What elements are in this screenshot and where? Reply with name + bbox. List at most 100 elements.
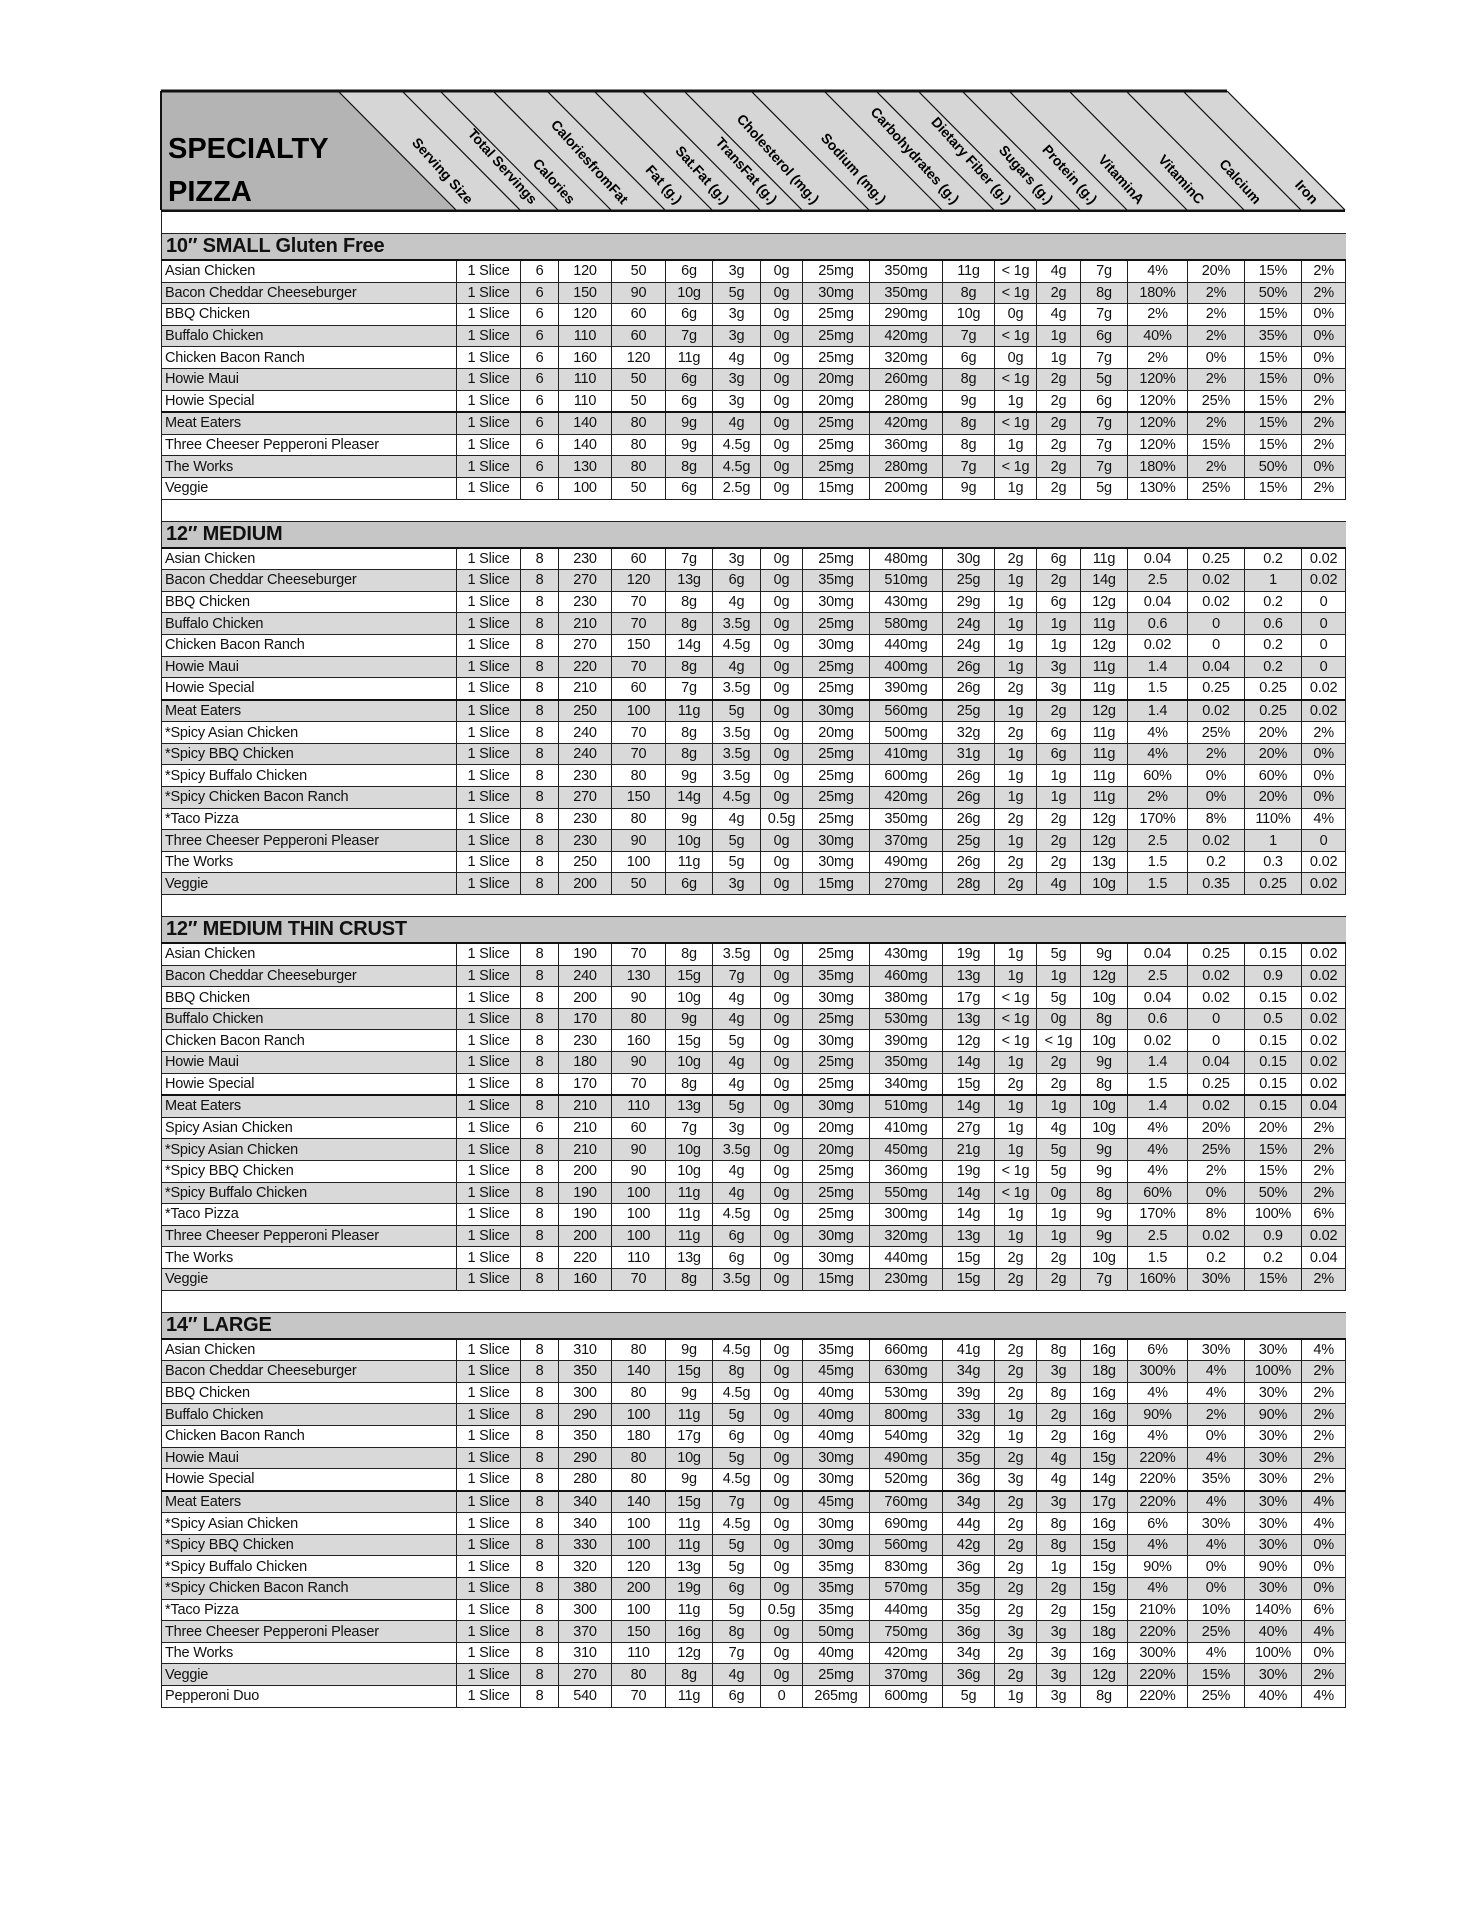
nutrition-cell: 4g [1036, 303, 1081, 326]
nutrition-cell: 0% [1187, 1555, 1245, 1579]
nutrition-cell: 40% [1127, 324, 1188, 348]
nutrition-cell: 5g [712, 1446, 761, 1470]
table-row: Three Cheeser Pepperoni Pleaser 1 Slice 8 2… [161, 1224, 1347, 1248]
nutrition-cell: 4% [1127, 1577, 1188, 1600]
nutrition-cell: 60% [1127, 764, 1188, 788]
table-row: *Taco Pizza 1 Slice 8 190 100 11g 4.5g 0g 25mg 30… [161, 1203, 1347, 1226]
nutrition-cell: 0g [760, 367, 803, 391]
nutrition-cell: 290 [558, 1446, 612, 1470]
nutrition-cell: 8 [520, 1641, 559, 1665]
nutrition-cell: 3g [712, 872, 761, 896]
nutrition-cell: 170% [1127, 1203, 1188, 1226]
nutrition-cell: 2% [1187, 324, 1245, 348]
pizza-name: *Spicy Chicken Bacon Ranch [161, 1577, 457, 1600]
nutrition-cell: 36g [942, 1620, 995, 1643]
nutrition-cell: 0.02 [1187, 1094, 1245, 1118]
table-row: Asian Chicken 1 Slice 8 230 60 7g 3g 0g 25mg 480m… [161, 547, 1347, 571]
nutrition-cell: 2g [1036, 433, 1081, 457]
nutrition-cell: 140 [611, 1360, 666, 1383]
nutrition-cell: 310 [558, 1338, 612, 1362]
nutrition-cell: 15g [665, 964, 713, 988]
nutrition-cell: 0g [1036, 1181, 1081, 1205]
nutrition-cell: 26g [942, 764, 995, 788]
nutrition-cell: 1g [1036, 764, 1081, 788]
nutrition-cell: 8g [665, 721, 713, 744]
nutrition-cell: 350mg [869, 1051, 943, 1074]
nutrition-cell: 25mg [802, 411, 870, 435]
nutrition-cell: 6g [712, 1685, 761, 1708]
nutrition-cell: 15mg [802, 1267, 870, 1291]
nutrition-cell: 390mg [869, 1029, 943, 1052]
table-row: *Taco Pizza 1 Slice 8 300 100 11g 5g 0.5g 35mg 44… [161, 1598, 1347, 1622]
nutrition-cell: 0g [760, 633, 803, 657]
nutrition-cell: 60 [611, 547, 666, 571]
nutrition-cell: 340 [558, 1490, 612, 1514]
nutrition-cell: 270mg [869, 872, 943, 896]
nutrition-cell: 3g [712, 259, 761, 283]
nutrition-cell: 7g [1080, 346, 1128, 369]
nutrition-cell: 15% [1244, 346, 1302, 369]
nutrition-cell: 8 [520, 1181, 559, 1205]
nutrition-cell: 30mg [802, 1468, 870, 1492]
nutrition-cell: 20mg [802, 389, 870, 414]
nutrition-cell: 12g [1080, 807, 1128, 831]
nutrition-cell: 70 [611, 721, 666, 744]
nutrition-cell: 300 [558, 1381, 612, 1405]
nutrition-cell: 1 Slice [456, 742, 521, 766]
nutrition-cell: 0g [760, 1029, 803, 1052]
nutrition-cell: 7g [1080, 455, 1128, 478]
nutrition-cell: 760mg [869, 1490, 943, 1514]
pizza-name: Chicken Bacon Ranch [161, 346, 457, 369]
nutrition-cell: 580mg [869, 612, 943, 635]
nutrition-cell: 14g [1080, 569, 1128, 592]
nutrition-cell: 28g [942, 872, 995, 896]
nutrition-cell: 0.04 [1187, 1051, 1245, 1074]
nutrition-cell: 0.15 [1244, 1051, 1302, 1074]
nutrition-cell: 440mg [869, 633, 943, 657]
nutrition-cell: 1g [1036, 346, 1081, 369]
nutrition-cell: 8 [520, 590, 559, 614]
nutrition-cell: 10g [665, 281, 713, 305]
nutrition-cell: 4% [1300, 1620, 1347, 1643]
nutrition-cell: 90 [611, 1138, 666, 1161]
table-row: *Spicy BBQ Chicken 1 Slice 8 330 100 11g 5g 0g 3… [161, 1533, 1347, 1557]
nutrition-cell: 9g [665, 411, 713, 435]
nutrition-cell: 4g [712, 986, 761, 1009]
table-row: The Works 1 Slice 8 310 110 12g 7g 0g 40mg 420mg 3… [161, 1641, 1347, 1665]
nutrition-cell: 10g [665, 1446, 713, 1470]
nutrition-cell: 2.5 [1127, 569, 1188, 592]
nutrition-cell: 30% [1244, 1468, 1302, 1492]
nutrition-cell: 4% [1187, 1360, 1245, 1383]
nutrition-cell: 2% [1127, 346, 1188, 369]
nutrition-cell: 2g [1036, 807, 1081, 831]
nutrition-cell: 2% [1300, 1138, 1347, 1161]
nutrition-cell: 0.35 [1187, 872, 1245, 896]
nutrition-cell: < 1g [994, 1007, 1037, 1031]
nutrition-cell: 15g [1080, 1446, 1128, 1470]
nutrition-cell: 4.5g [712, 1381, 761, 1405]
nutrition-cell: 2g [1036, 389, 1081, 414]
nutrition-cell: 8 [520, 829, 559, 852]
nutrition-cell: 0% [1187, 764, 1245, 788]
nutrition-cell: 20% [1187, 259, 1245, 283]
nutrition-cell: 160 [611, 1029, 666, 1052]
pizza-name: Howie Maui [161, 1051, 457, 1074]
nutrition-cell: 0.02 [1127, 633, 1188, 657]
nutrition-cell: 1 Slice [456, 1577, 521, 1600]
nutrition-cell: 6g [665, 367, 713, 391]
nutrition-cell: 0.02 [1300, 964, 1347, 988]
nutrition-cell: 8g [712, 1360, 761, 1383]
pizza-name: Veggie [161, 872, 457, 896]
nutrition-cell: 100 [611, 1181, 666, 1205]
nutrition-cell: 220% [1127, 1620, 1188, 1643]
nutrition-cell: 2g [1036, 829, 1081, 852]
nutrition-cell: 9g [665, 1381, 713, 1405]
header-divider [1068, 91, 1188, 211]
nutrition-cell: 120 [611, 1555, 666, 1579]
nutrition-cell: 40mg [802, 1641, 870, 1665]
nutrition-cell: 0% [1300, 764, 1347, 788]
nutrition-cell: 130% [1127, 476, 1188, 500]
nutrition-cell: 1 Slice [456, 1138, 521, 1161]
nutrition-cell: 180 [611, 1424, 666, 1448]
nutrition-cell: 260mg [869, 367, 943, 391]
